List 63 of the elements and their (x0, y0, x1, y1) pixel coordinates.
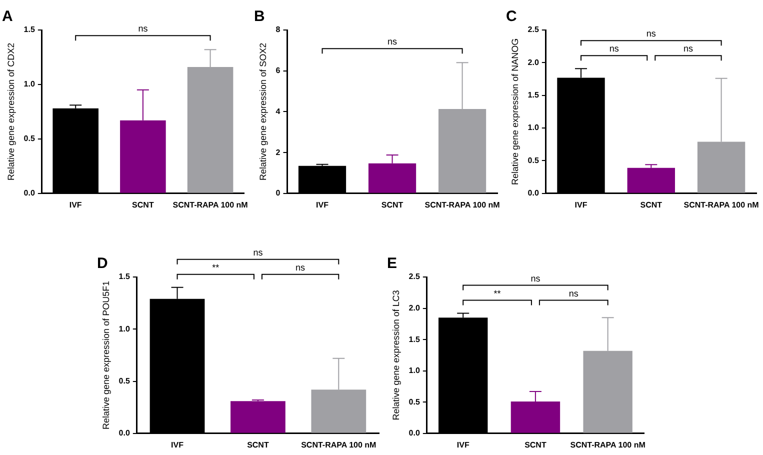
y-tick-label: 1.5 (118, 272, 130, 282)
y-tick-label: 0.0 (118, 428, 130, 438)
x-tick-label: SCNT (524, 440, 546, 450)
annotation: ns (568, 288, 579, 298)
y-tick-label: 0.5 (408, 397, 420, 406)
y-tick-label: 2.0 (528, 58, 540, 67)
y-tick-label: 1.5 (408, 334, 420, 344)
y-tick-label: 2 (276, 148, 281, 157)
y-tick-label: 8 (276, 25, 281, 34)
y-tick-label: 0.5 (528, 156, 540, 165)
chart-title: B (254, 8, 265, 26)
x-tick-label: IVF (574, 200, 588, 210)
x-tick-label: IVF (456, 440, 470, 450)
y-tick-label: 4 (276, 106, 281, 116)
y-tick-label: 0.0 (24, 188, 36, 198)
y-tick-label: 1.5 (528, 90, 540, 100)
x-tick-label: SCNT (381, 200, 404, 210)
y-axis-title: Relative gene expression of CDX2 (6, 42, 16, 180)
x-tick-label: SCNT (640, 200, 662, 210)
y-tick-label: 2.0 (408, 303, 420, 312)
x-tick-label: SCNT (132, 200, 154, 210)
annotation: ** (494, 288, 502, 298)
x-tick-label: SCNT (247, 440, 269, 450)
annotation: ns (388, 36, 398, 47)
y-axis-title: Relative gene expression of SOX2 (258, 42, 268, 180)
chart-title: D (97, 255, 108, 272)
y-tick-label: 0.0 (528, 188, 540, 198)
y-axis-title: Relative gene expression of LC3 (390, 290, 401, 420)
x-tick-label: SCNT-RAPA 100 nM (684, 200, 760, 210)
y-tick-label: 0.5 (118, 376, 130, 386)
text: ns (253, 247, 264, 258)
y-tick-label: 1.0 (408, 366, 420, 376)
y-axis-title: Relative gene expression of POU5F1 (100, 280, 111, 430)
annotation: ns (609, 44, 620, 54)
x-tick-label: SCNT-RAPA 100 nM (424, 200, 500, 210)
y-tick-label: 1.0 (528, 123, 540, 132)
chart-title: C (506, 8, 517, 26)
text: ns (296, 262, 306, 272)
y-tick-label: 0.0 (408, 428, 420, 438)
y-tick-label: 6 (276, 66, 281, 76)
y-tick-label: 0 (276, 188, 281, 198)
x-tick-label: IVF (171, 440, 184, 450)
x-tick-label: SCNT-RAPA 100 nM (172, 200, 248, 210)
y-axis-title: Relative gene expression of NANOG (510, 38, 520, 185)
annotation: ns (530, 273, 541, 284)
annotation: ns (138, 24, 148, 34)
chart-title: E (387, 255, 398, 272)
chart-title: A (2, 8, 13, 26)
y-tick-label: 1.0 (24, 80, 36, 89)
x-tick-label: IVF (316, 200, 329, 210)
x-tick-label: IVF (69, 200, 82, 210)
bar (230, 401, 286, 433)
y-tick-label: 2.5 (408, 272, 420, 282)
text: ** (212, 262, 220, 272)
x-tick-label: SCNT-RAPA 100 nM (570, 440, 646, 450)
y-tick-label: 2.5 (528, 25, 540, 34)
y-tick-label: 1.0 (118, 324, 130, 334)
annotation: ns (646, 28, 656, 39)
annotation: ns (683, 44, 694, 54)
y-tick-label: 0.5 (24, 134, 36, 144)
x-tick-label: SCNT-RAPA 100 nM (301, 440, 377, 450)
bar (627, 168, 675, 193)
y-tick-label: 1.5 (24, 25, 36, 34)
